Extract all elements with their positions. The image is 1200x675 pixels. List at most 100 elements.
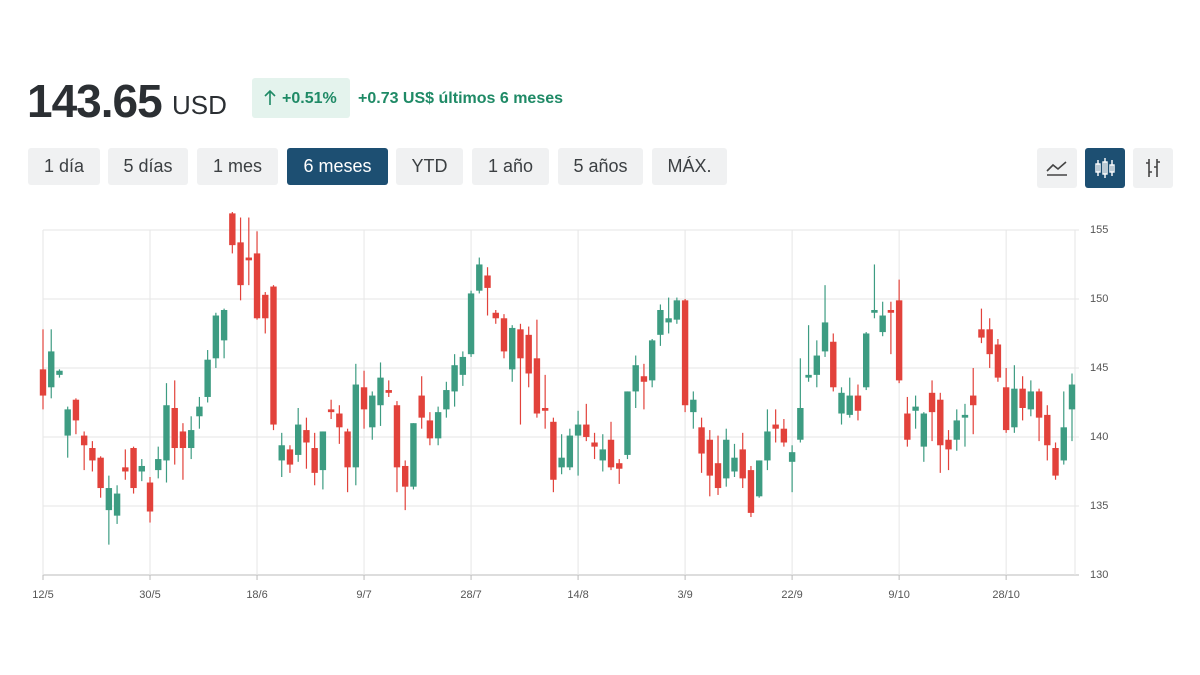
candle-body [1035, 391, 1043, 418]
candle-body [113, 493, 121, 516]
y-tick-label: 140 [1090, 431, 1108, 443]
candle-body [846, 395, 853, 415]
candle-body [303, 430, 310, 443]
range-button[interactable]: 1 día [28, 148, 100, 185]
chart: 130 135 140 145 150 155 12/5 30/5 18/6 9/7 28/7 14/… [32, 212, 1108, 601]
candle-body [1002, 387, 1010, 431]
candle-body [220, 309, 228, 341]
x-tick-label: 12/5 [32, 589, 53, 601]
candle-body [517, 329, 524, 359]
y-tick-label: 130 [1090, 569, 1108, 581]
candle-body [566, 435, 574, 468]
candle-body [747, 470, 755, 513]
candle-chart-toggle[interactable] [1085, 148, 1125, 188]
candle-body [706, 439, 713, 476]
candle-body [410, 423, 417, 487]
candle-body [533, 358, 541, 414]
candle-body [229, 213, 236, 246]
candle-body [39, 369, 47, 396]
candle-body [813, 355, 821, 375]
candle-body [72, 399, 80, 421]
x-tick-label: 3/9 [677, 589, 692, 601]
candle-body [525, 334, 532, 374]
change-badge [252, 78, 350, 118]
candle-body [89, 448, 96, 461]
candle-body [146, 482, 154, 512]
candle-body [665, 318, 672, 323]
candle-body [500, 318, 508, 352]
candle-body [262, 294, 269, 319]
candle-body [764, 431, 771, 461]
price: 143.65 [27, 75, 163, 127]
candle-body [723, 439, 730, 479]
candle-body [187, 430, 195, 449]
x-tick-label: 30/5 [139, 589, 160, 601]
candle-body [443, 390, 450, 410]
candle-body [122, 467, 129, 472]
candle-body [212, 315, 220, 359]
candle-body [838, 392, 845, 414]
candle-body [286, 449, 294, 465]
candle-body [476, 264, 483, 291]
candle-body [624, 391, 631, 455]
range-button[interactable]: 1 mes [197, 148, 278, 185]
candle-body [1052, 448, 1059, 476]
candle-body [1044, 414, 1051, 446]
candle-body [821, 322, 829, 352]
candle-body [912, 406, 919, 411]
candle-body [245, 257, 252, 261]
candle-body [418, 395, 425, 418]
candle-body [1027, 391, 1035, 410]
range-button[interactable]: MÁX. [652, 148, 727, 185]
candle-body [393, 405, 401, 468]
range-button[interactable]: YTD [396, 148, 463, 185]
y-tick-label: 150 [1090, 293, 1108, 305]
candle-body [426, 420, 434, 439]
currency: USD [172, 90, 227, 120]
range-button[interactable]: 5 días [108, 148, 188, 185]
x-tick-label: 9/10 [888, 589, 909, 601]
candle-body [253, 253, 261, 319]
candle-body [681, 300, 689, 406]
y-tick-label: 135 [1090, 500, 1108, 512]
candle-body [994, 344, 1002, 378]
range-button[interactable]: 5 años [558, 148, 643, 185]
candle-body [830, 341, 837, 388]
x-tick-label: 28/10 [992, 589, 1020, 601]
candle-body [879, 315, 886, 333]
candle-body [344, 431, 351, 468]
candle-body [648, 340, 656, 381]
candle-body [607, 439, 615, 468]
candle-body [574, 424, 582, 436]
range-button[interactable]: 1 año [472, 148, 549, 185]
candle-body [953, 420, 960, 440]
y-tick-label: 145 [1090, 362, 1108, 374]
candle-body [616, 463, 623, 469]
candle-body [698, 427, 705, 454]
candle-body [928, 392, 936, 413]
candle-body [550, 421, 557, 480]
candle-body [788, 452, 796, 462]
candle-body [369, 395, 376, 428]
candle-body [986, 329, 993, 355]
ohlc-icon [1146, 159, 1160, 177]
candle-body [237, 242, 244, 286]
x-tick-label: 9/7 [356, 589, 371, 601]
candle-body [887, 309, 895, 313]
candle-body [599, 449, 606, 461]
candle-body [327, 409, 335, 413]
change-period: últimos 6 meses [438, 90, 564, 107]
candle-body [48, 351, 55, 388]
candle-body [56, 370, 63, 375]
candle-body [673, 300, 681, 320]
ohlc-chart-toggle[interactable] [1133, 148, 1173, 188]
candle-body [1011, 388, 1018, 428]
range-button[interactable]: 6 meses [287, 148, 388, 185]
candle-body [492, 312, 499, 319]
candle-body [945, 439, 952, 450]
line-chart-toggle[interactable] [1037, 148, 1077, 188]
candle-body [731, 457, 738, 472]
candle-body [920, 413, 928, 447]
candle-body [352, 384, 360, 468]
candle-body [871, 309, 878, 313]
